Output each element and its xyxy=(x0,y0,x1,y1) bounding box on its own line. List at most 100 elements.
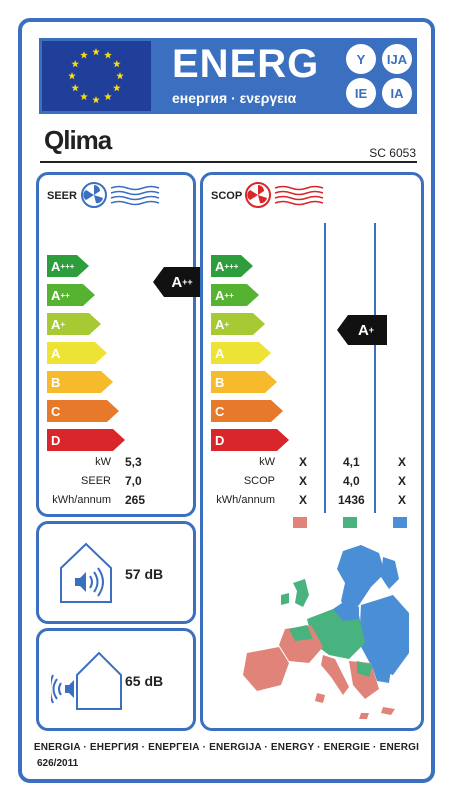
scop-class-bar: D xyxy=(211,429,289,451)
footer-languages: ENERGIA · ЕНЕРГИЯ · ΕΝΕΡΓΕΙΑ · ENERGIJA … xyxy=(33,742,420,753)
warm-climate-swatch xyxy=(293,517,307,528)
scop-rating-arrow: A + xyxy=(337,315,387,345)
scop-class-bar: A ++ xyxy=(211,284,259,306)
scop-cold-value: X xyxy=(398,493,407,507)
indoor-noise-icon xyxy=(60,542,112,603)
scop-class-bar: A +++ xyxy=(211,255,253,277)
seer-row-value: 7,0 xyxy=(125,474,142,488)
scop-class-bar: A + xyxy=(211,313,265,335)
seer-class-letter: A xyxy=(51,287,61,303)
lang-code: IA xyxy=(382,78,412,108)
lang-code: Y xyxy=(346,44,376,74)
seer-class-bar: B xyxy=(47,371,113,393)
seer-rating-sup: ++ xyxy=(182,277,193,287)
scop-rating-base: A xyxy=(357,321,369,339)
seer-class-plus: ++ xyxy=(60,290,70,300)
seer-row-label: kWh/annum xyxy=(52,494,111,506)
seer-row-label: kW xyxy=(95,456,111,468)
seer-panel: SEER A +++ A ++ A + A B C D A ++ kW 5,3 SEER 7,0 k… xyxy=(36,172,203,517)
scop-row-label: SCOP xyxy=(243,475,275,487)
seer-class-bar: A ++ xyxy=(47,284,95,306)
eu-star-icon xyxy=(80,51,88,59)
seer-class-plus: + xyxy=(60,319,66,329)
seer-row-label: SEER xyxy=(81,475,111,487)
scop-panel: SCOP A +++ A ++ A + A B C D A + kW X 4,1 X SCOP X … xyxy=(200,172,424,731)
scop-average-value: 4,0 xyxy=(343,474,360,488)
outdoor-noise-panel: 65 dB xyxy=(36,628,196,731)
scop-class-plus: ++ xyxy=(224,290,234,300)
seer-class-letter: A xyxy=(51,345,61,361)
seer-class-plus: +++ xyxy=(60,261,75,271)
eu-star-icon xyxy=(113,84,121,92)
scop-class-plus: +++ xyxy=(224,261,239,271)
seer-row-value: 265 xyxy=(125,493,146,507)
scop-cold-value: X xyxy=(398,455,407,469)
eu-star-icon xyxy=(92,48,100,56)
seer-class-letter: B xyxy=(51,374,61,390)
seer-rating-arrow: A ++ xyxy=(153,267,203,297)
seer-class-bar: A + xyxy=(47,313,101,335)
scop-row-label: kW xyxy=(259,456,275,468)
eu-star-icon xyxy=(80,92,88,100)
model-number: SC 6053 xyxy=(369,146,416,160)
energy-label-frame: ENERG енергия · ενεργεια Y IJA IE IA Qli… xyxy=(18,18,435,783)
seer-class-letter: A xyxy=(51,316,61,332)
seer-class-bar: A +++ xyxy=(47,255,89,277)
seer-rating-base: A xyxy=(171,273,183,291)
eu-star-icon xyxy=(104,51,112,59)
energy-subtitle: енергия · ενεργεια xyxy=(172,90,297,106)
scop-class-letter: A xyxy=(215,316,225,332)
average-climate-swatch xyxy=(343,517,357,528)
eu-star-icon xyxy=(71,84,79,92)
scop-title: SCOP xyxy=(211,190,243,202)
eu-star-icon xyxy=(92,96,100,104)
scop-average-value: 4,1 xyxy=(343,455,360,469)
seer-class-letter: A xyxy=(51,258,61,274)
scop-class-plus: + xyxy=(224,319,230,329)
outdoor-noise-value: 65 dB xyxy=(125,673,164,689)
seer-class-letter: C xyxy=(51,403,61,419)
cooling-fan-icon xyxy=(81,182,160,208)
indoor-noise-value: 57 dB xyxy=(125,566,164,582)
energy-title: ENERG xyxy=(172,42,320,86)
scop-warm-value: X xyxy=(299,493,308,507)
scop-average-value: 1436 xyxy=(338,493,365,507)
seer-row-value: 5,3 xyxy=(125,455,142,469)
scop-cold-value: X xyxy=(398,474,407,488)
europe-climate-map-icon xyxy=(243,545,409,719)
eu-star-icon xyxy=(71,60,79,68)
scop-warm-value: X xyxy=(299,474,308,488)
scop-class-letter: A xyxy=(215,258,225,274)
scop-class-letter: D xyxy=(215,432,225,448)
scop-class-bar: C xyxy=(211,400,283,422)
scop-class-bar: B xyxy=(211,371,277,393)
seer-class-bar: D xyxy=(47,429,125,451)
eu-star-icon xyxy=(68,72,76,80)
brand-name: Qlima xyxy=(44,125,112,155)
divider xyxy=(40,161,417,163)
climate-divider xyxy=(374,223,376,513)
scop-rating-sup: + xyxy=(368,325,375,335)
seer-class-bar: A xyxy=(47,342,107,364)
regulation-number: 626/2011 xyxy=(37,758,79,769)
scop-class-letter: A xyxy=(215,345,225,361)
eu-stars-icon xyxy=(68,48,124,104)
eu-star-icon xyxy=(116,72,124,80)
scop-row-label: kWh/annum xyxy=(216,494,275,506)
seer-title: SEER xyxy=(47,190,77,202)
heating-fan-icon xyxy=(245,182,324,208)
scop-class-bar: A xyxy=(211,342,271,364)
outdoor-noise-icon xyxy=(51,651,122,710)
eu-flag xyxy=(39,38,154,114)
cold-climate-swatch xyxy=(393,517,407,528)
lang-code: IJA xyxy=(382,44,412,74)
scop-warm-value: X xyxy=(299,455,308,469)
lang-code: IE xyxy=(346,78,376,108)
eu-star-icon xyxy=(113,60,121,68)
energy-header: ENERG енергия · ενεργεια Y IJA IE IA xyxy=(154,38,417,114)
climate-divider xyxy=(324,223,326,513)
eu-star-icon xyxy=(104,92,112,100)
scop-class-letter: C xyxy=(215,403,225,419)
seer-class-letter: D xyxy=(51,432,61,448)
scop-class-letter: A xyxy=(215,287,225,303)
